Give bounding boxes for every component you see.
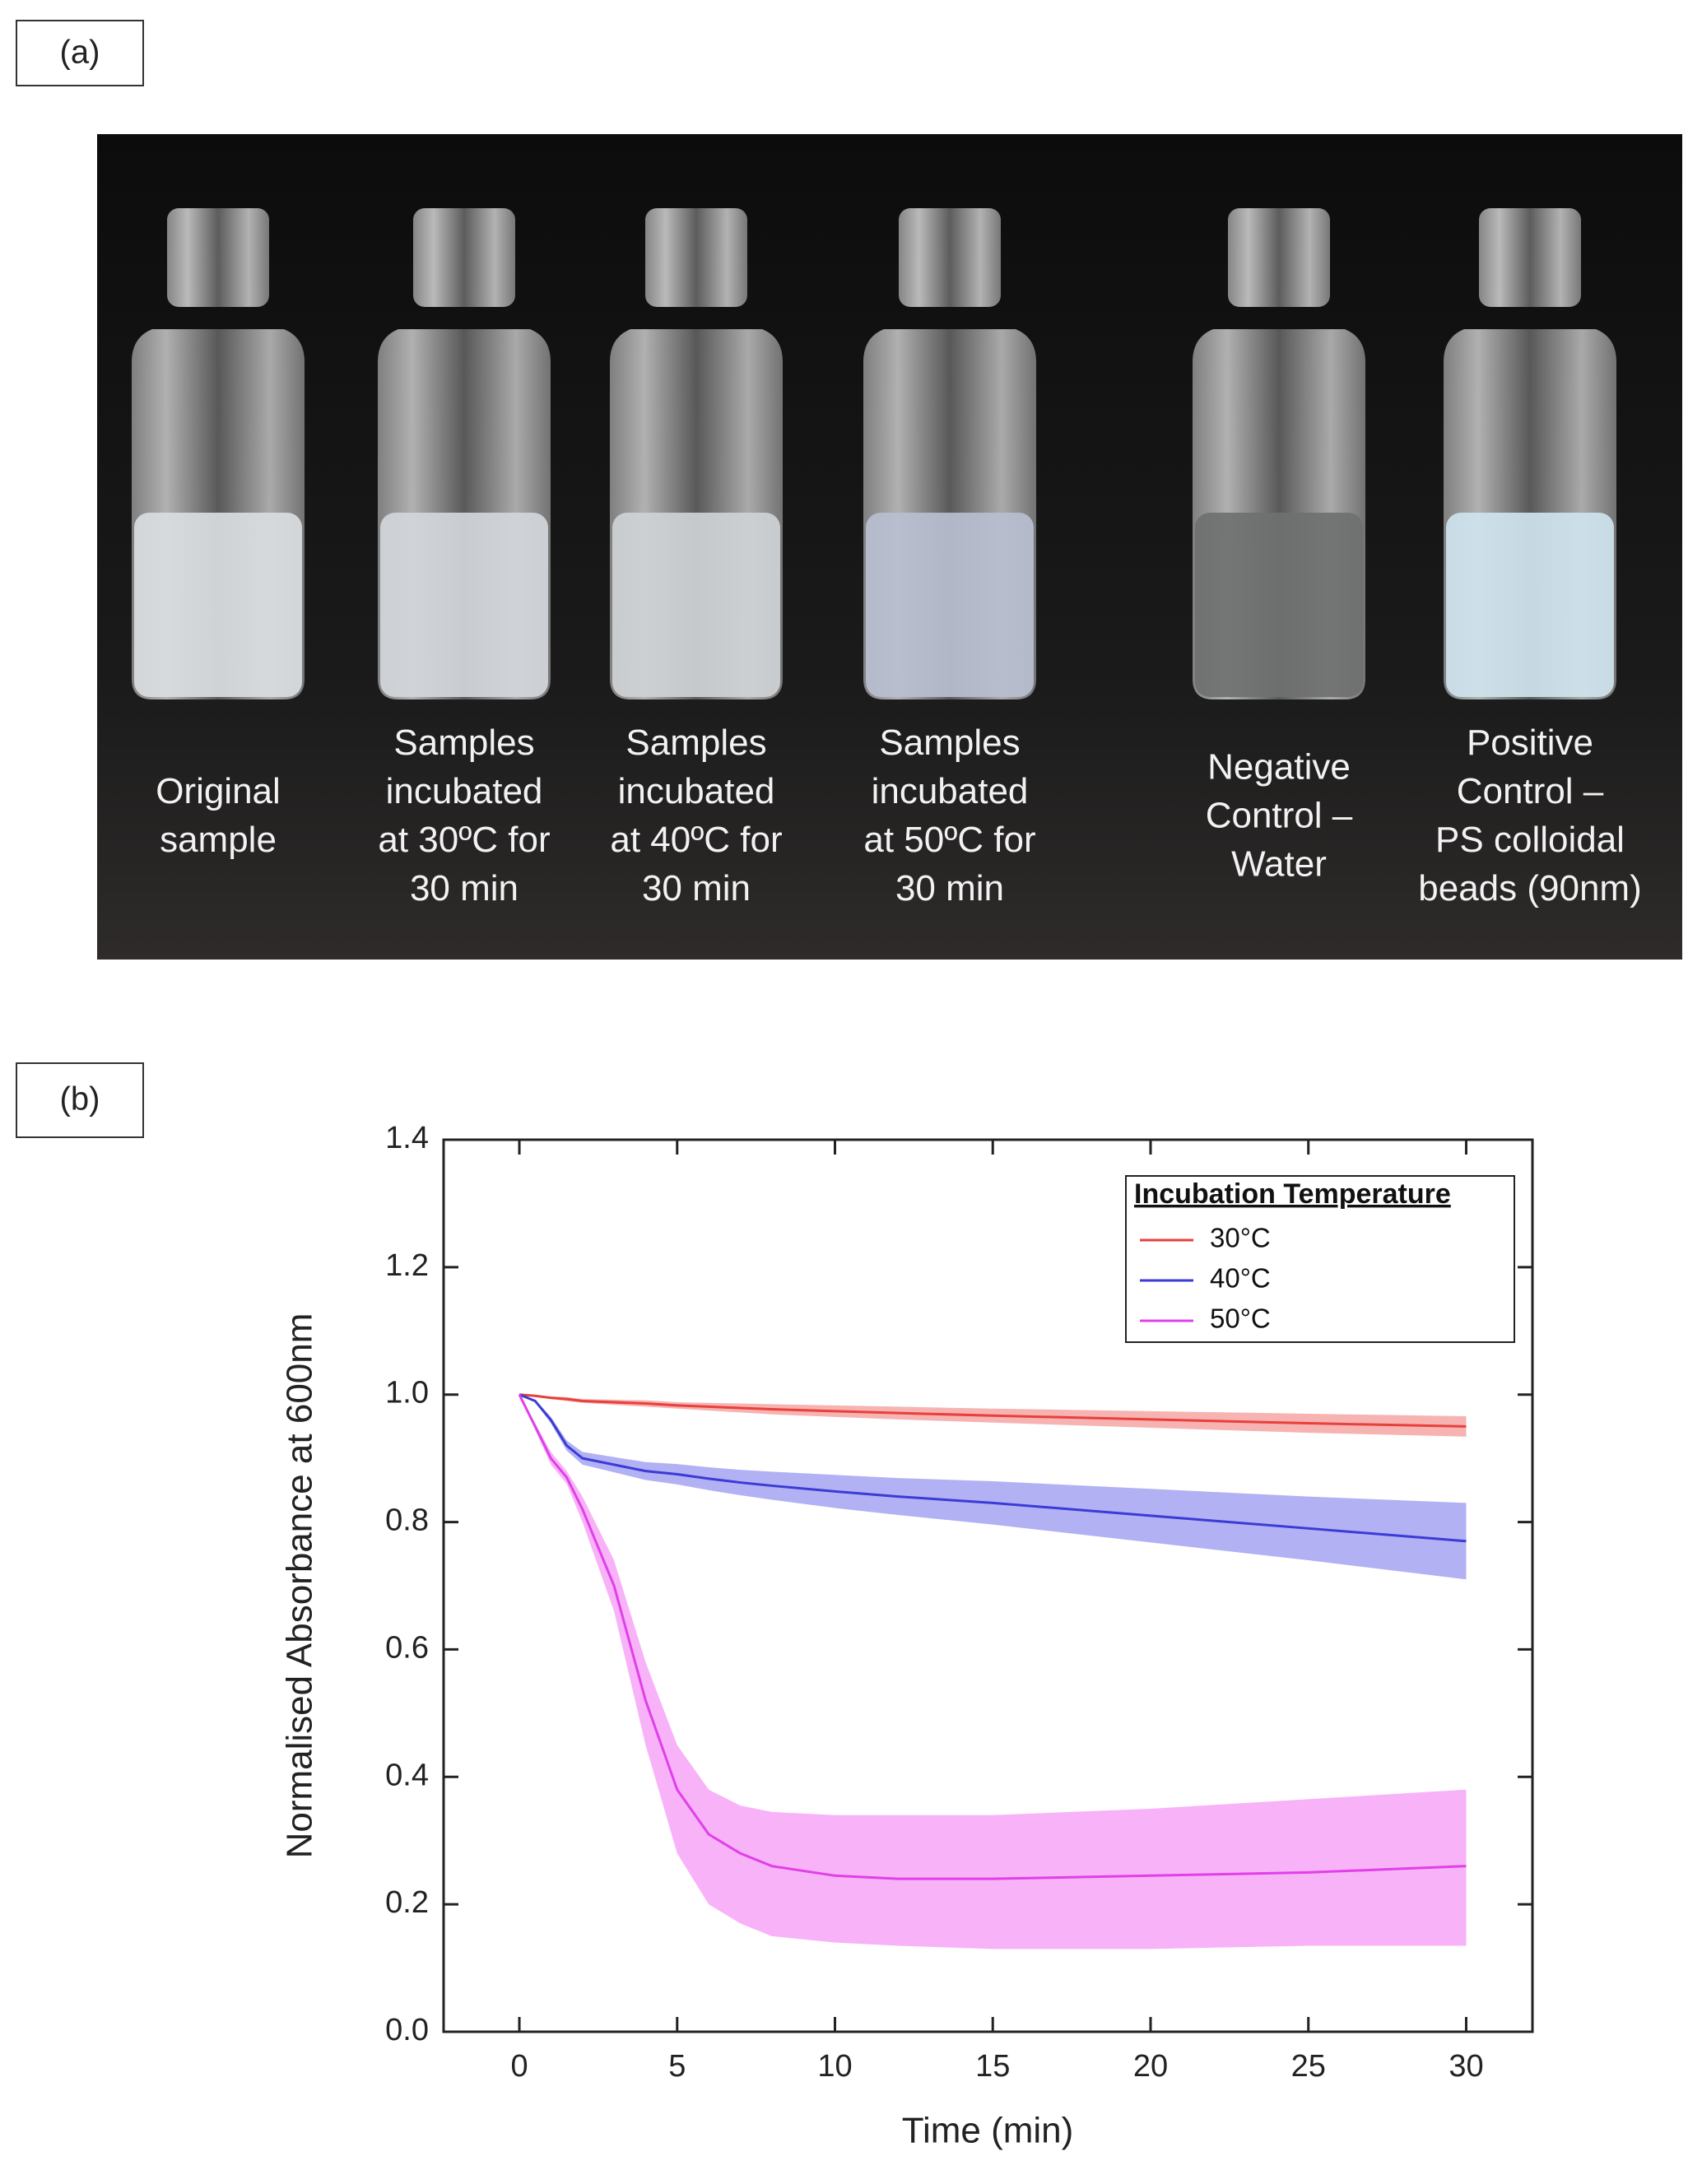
vial-liquid [1195, 513, 1363, 697]
legend-label: 30°C [1210, 1223, 1271, 1253]
photo-caption: beads (90nm) [1418, 868, 1641, 908]
photo-caption: at 50ºC for [863, 820, 1035, 860]
x-tick-label: 30 [1449, 2049, 1483, 2084]
y-tick-label: 0.6 [385, 1630, 429, 1665]
series-line [519, 1393, 1467, 1428]
y-tick-label: 1.0 [385, 1376, 429, 1410]
legend-title: Incubation Temperature [1134, 1178, 1451, 1210]
vial-neck [413, 208, 515, 307]
y-axis-title: Normalised Absorbance at 600nm [280, 1313, 320, 1859]
photo-caption: Samples [625, 723, 766, 763]
photo-caption: 30 min [642, 868, 751, 908]
photo-caption: Control – [1206, 796, 1353, 836]
y-tick-label: 1.2 [385, 1248, 429, 1283]
x-tick-label: 5 [668, 2049, 686, 2084]
vial-neck [1479, 208, 1581, 307]
error-band [519, 1394, 1467, 1949]
photo-caption: sample [160, 820, 277, 860]
photo-caption: incubated [618, 771, 775, 811]
x-tick-label: 25 [1291, 2049, 1326, 2084]
vial-liquid [134, 513, 302, 697]
y-tick-label: 1.4 [385, 1121, 429, 1155]
x-tick-label: 20 [1133, 2049, 1168, 2084]
photo-caption: 30 min [410, 868, 519, 908]
y-tick-label: 0.2 [385, 1885, 429, 1920]
photo-caption: Samples [879, 723, 1020, 763]
legend-label: 40°C [1210, 1263, 1271, 1294]
x-axis-title: Time (min) [902, 2111, 1074, 2151]
photo-caption: 30 min [895, 868, 1004, 908]
legend-box [1125, 1175, 1515, 1343]
vial-neck [899, 208, 1001, 307]
series-line [518, 1394, 1467, 1880]
panel-label: (a) [60, 35, 100, 71]
photo-caption: Positive [1467, 723, 1593, 763]
vials: Original sample Samples incubated at 30ºC fo… [132, 208, 1642, 908]
photo-caption: incubated [386, 771, 543, 811]
photo-caption: Original [156, 771, 281, 811]
vial-neck [167, 208, 269, 307]
vial-liquid [612, 513, 780, 697]
panel-label-box [16, 1062, 144, 1138]
x-tick-label: 10 [817, 2049, 852, 2084]
photo-caption: at 40ºC for [610, 820, 782, 860]
vial-neck [645, 208, 747, 307]
panel-label: (b) [60, 1081, 100, 1118]
photo-caption: Negative [1207, 747, 1351, 788]
error-band [519, 1394, 1467, 1580]
x-tick-label: 15 [975, 2049, 1010, 2084]
photo-caption: Control – [1457, 771, 1604, 811]
x-tick-label: 0 [510, 2049, 528, 2084]
legend-label: 50°C [1210, 1303, 1271, 1334]
photo-caption: at 30ºC for [378, 820, 550, 860]
photo-caption: Water [1231, 844, 1327, 885]
plot-frame [442, 1138, 1534, 2033]
vial-liquid [380, 513, 548, 697]
panel-label-box [16, 20, 144, 86]
y-tick-label: 0.0 [385, 2013, 429, 2047]
photo-caption: Samples [393, 723, 534, 763]
y-tick-label: 0.8 [385, 1503, 429, 1538]
y-tick-label: 0.4 [385, 1758, 429, 1792]
vial-liquid [1446, 513, 1614, 697]
photo-caption: incubated [872, 771, 1029, 811]
series-line [519, 1393, 1467, 1543]
vial-liquid [866, 513, 1034, 697]
photo-caption: PS colloidal [1435, 820, 1625, 860]
vial-neck [1228, 208, 1330, 307]
